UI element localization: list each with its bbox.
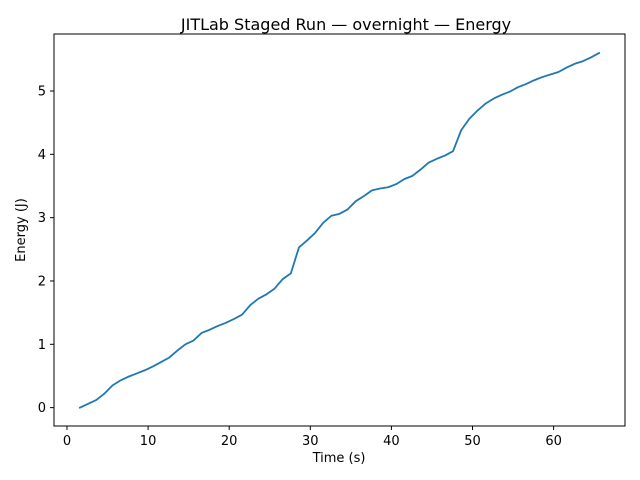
y-tick-label: 0 bbox=[38, 401, 46, 416]
x-tick-label: 20 bbox=[221, 434, 238, 449]
chart-title: JITLab Staged Run — overnight — Energy bbox=[180, 15, 511, 34]
x-tick-label: 0 bbox=[63, 434, 71, 449]
y-axis-label: Energy (J) bbox=[14, 198, 29, 262]
x-tick-label: 30 bbox=[302, 434, 319, 449]
y-tick-label: 3 bbox=[38, 211, 46, 226]
x-tick-label: 40 bbox=[383, 434, 400, 449]
y-tick-label: 5 bbox=[38, 84, 46, 99]
y-axis: 0 1 2 3 4 5 bbox=[38, 84, 54, 416]
y-tick-label: 4 bbox=[38, 148, 46, 163]
series-line bbox=[78, 51, 601, 409]
y-tick-label: 1 bbox=[38, 338, 46, 353]
x-axis-label: Time (s) bbox=[312, 451, 366, 466]
x-tick-label: 60 bbox=[545, 434, 562, 449]
y-tick-label: 2 bbox=[38, 274, 46, 289]
plot-area bbox=[78, 51, 601, 409]
plot-frame bbox=[53, 33, 626, 427]
x-tick-label: 50 bbox=[464, 434, 481, 449]
x-axis: 0 10 20 30 40 50 60 bbox=[63, 426, 562, 449]
x-tick-label: 10 bbox=[140, 434, 157, 449]
